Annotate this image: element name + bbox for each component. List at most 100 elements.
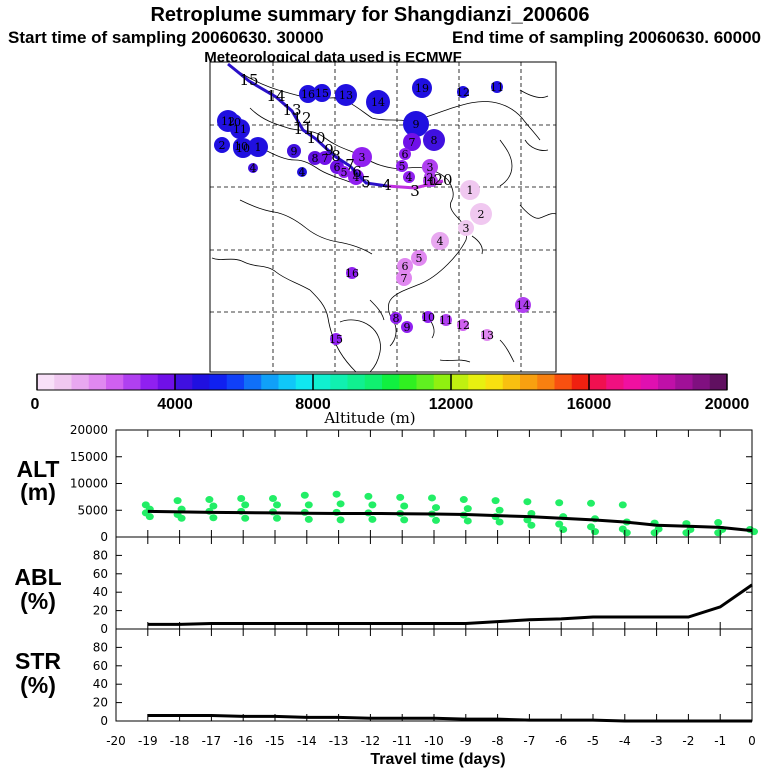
colorbar-cell: [226, 374, 245, 390]
alt-scatter-point: [495, 506, 504, 514]
alt-scatter-point: [432, 516, 440, 524]
trajectory-day-label: 8: [312, 152, 319, 165]
x-tick-label: -16: [233, 734, 253, 748]
colorbar-cell: [175, 374, 193, 390]
alt-scatter-point: [332, 490, 341, 498]
x-tick-label: -10: [424, 734, 444, 748]
alt-scatter-point: [241, 501, 250, 509]
trajectory-day-label: 11: [439, 314, 453, 327]
y-tick-label: 0: [100, 714, 108, 728]
x-tick-label: -14: [297, 734, 317, 748]
str-frame: [115, 628, 753, 722]
colorbar-major-ticks: [36, 374, 728, 390]
x-tick-label: -19: [138, 734, 158, 748]
alt-scatter-point: [241, 514, 250, 522]
trajectory-day-label: 3: [410, 182, 420, 200]
trajectory-circle: [214, 137, 230, 153]
abl-polyline: [147, 583, 753, 626]
alt-scatter-point: [368, 515, 377, 523]
trajectory-day-label: 6: [402, 148, 409, 161]
colorbar-cell: [416, 374, 435, 390]
colorbar-tick-label: 8000: [295, 396, 331, 413]
colorbar-cell: [502, 374, 521, 390]
trajectory-circle: [313, 84, 331, 102]
x-tick-label: -12: [361, 734, 381, 748]
alt-scatter-point: [400, 516, 409, 524]
alt-scatter-point: [491, 497, 500, 505]
colorbar-cell: [537, 374, 555, 390]
trajectory-circle: [352, 147, 372, 167]
x-axis-label: Travel time (days): [370, 751, 505, 768]
x-tick-label: -6: [555, 734, 567, 748]
alt-scatter-point: [459, 496, 468, 504]
trajectory-day-label: 8: [431, 134, 438, 147]
alt-scatter-point: [432, 504, 440, 512]
y-tick-label: 80: [93, 548, 108, 562]
trajectory-circle: [330, 333, 342, 345]
alt-panel: ALT (m) 20000 15000 10000 5000 0: [16, 423, 758, 544]
alt-scatter-point: [273, 514, 281, 522]
map-frame: [209, 61, 557, 373]
alt-scatter-point: [618, 501, 627, 509]
y-tick-label: 80: [93, 640, 108, 654]
y-tick-label: 0: [100, 622, 108, 636]
trajectory-day-label: 2: [427, 171, 434, 184]
x-tick-label: -17: [202, 734, 222, 748]
trajectory-day-label: 9: [413, 118, 420, 131]
colorbar-cell: [88, 374, 107, 390]
trajectory-day-label: 16: [345, 267, 359, 280]
colorbar-cell: [399, 374, 417, 390]
trajectory-day-label: 9: [404, 321, 411, 334]
colorbar-cell: [347, 374, 366, 390]
alt-scatter-point: [336, 500, 345, 508]
trajectory-circle: [299, 85, 317, 103]
x-tick-label: -20: [106, 734, 126, 748]
trajectory-day-label: 7: [401, 272, 408, 285]
trajectory-day-label: 13: [282, 101, 301, 119]
trajectory-day-label: 10: [227, 116, 241, 129]
trajectory-circle: [399, 148, 411, 160]
trajectory-circle: [411, 250, 427, 266]
colorbar-cell: [382, 374, 400, 390]
colorbar-cell: [244, 374, 262, 390]
colorbar-cell: [709, 374, 728, 390]
trajectory-day-label: 10: [306, 129, 325, 147]
x-tick-label: 0: [748, 734, 756, 748]
trajectory-day-label: 2: [478, 208, 485, 221]
y-tick-label: 10000: [70, 477, 108, 491]
colorbar-cell: [37, 374, 55, 390]
trajectory-circle: [248, 137, 268, 157]
x-tick-label: -18: [170, 734, 190, 748]
trajectory-day-label: 8: [331, 147, 341, 165]
trajectory-day-label: 1: [429, 175, 436, 188]
colorbar-cell: [623, 374, 642, 390]
trajectory-circle: [458, 220, 474, 236]
y-tick-label: 40: [93, 585, 108, 599]
colorbar-tick-label: 0: [31, 396, 40, 413]
trajectory-circle: [366, 90, 390, 114]
colorbar-cell: [278, 374, 297, 390]
colorbar-cell: [451, 374, 469, 390]
trajectory-circle: [403, 133, 421, 151]
colorbar-cell: [261, 374, 279, 390]
trajectory-path-end: [386, 179, 444, 190]
trajectory-day-label: 4: [250, 162, 257, 175]
colorbar-tick-label: 20000: [705, 396, 750, 413]
alt-scatter-point: [591, 528, 599, 536]
colorbar-tick-label: 12000: [429, 396, 474, 413]
alt-label-line2: (m): [20, 479, 56, 505]
map-gridlines: [210, 62, 556, 372]
trajectory-day-label: 4: [382, 176, 392, 194]
trajectory-day-label: 15: [329, 333, 343, 346]
x-tick-label: -3: [651, 734, 663, 748]
trajectory-day-label: 9: [324, 141, 334, 159]
y-tick-label: 20000: [70, 423, 108, 437]
colorbar-cell: [468, 374, 486, 390]
trajectory-day-label: 2: [219, 139, 226, 152]
trajectory-paths: [227, 62, 444, 190]
trajectory-day-label: 19: [415, 82, 429, 95]
trajectory-day-label: 7: [322, 152, 329, 165]
trajectory-day-label: 5: [361, 173, 371, 191]
trajectory-day-label: 20: [433, 171, 452, 189]
